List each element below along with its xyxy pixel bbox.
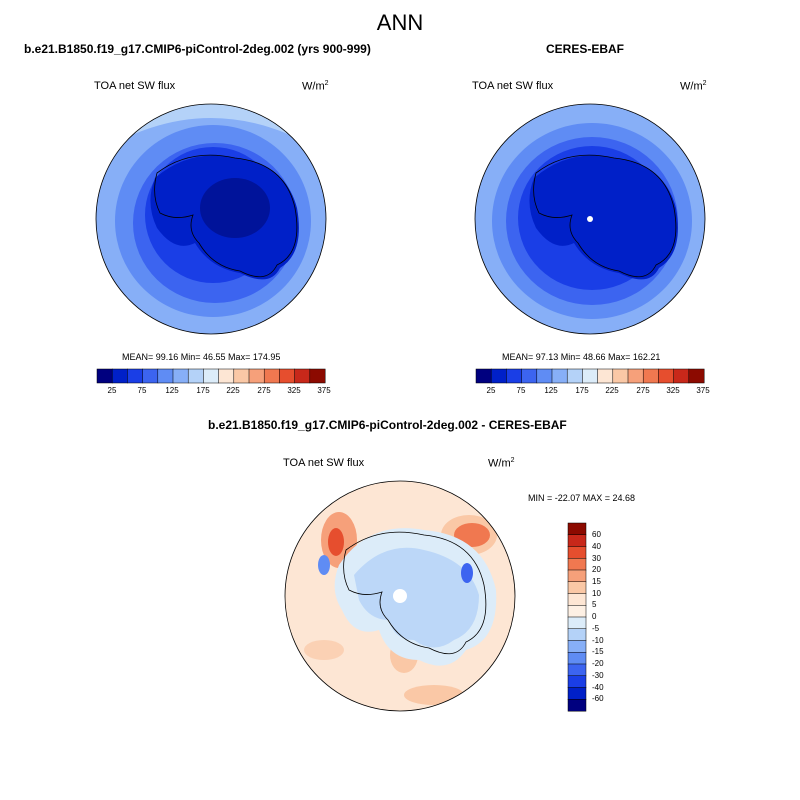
panel1-variable-label: TOA net SW flux bbox=[94, 80, 176, 92]
cb2-tick: 125 bbox=[544, 386, 558, 395]
colorbar-swatch bbox=[567, 675, 587, 688]
cb2-tick: 25 bbox=[486, 386, 496, 395]
colorbar-swatch bbox=[567, 628, 587, 641]
cb1-tick: 325 bbox=[287, 386, 301, 395]
cb3-tick: 60 bbox=[592, 530, 601, 539]
colorbar-swatch bbox=[658, 368, 675, 384]
panel2-title: CERES-EBAF bbox=[546, 42, 625, 56]
colorbar-swatch bbox=[218, 368, 235, 384]
panel3-stats: MIN = -22.07 MAX = 24.68 bbox=[528, 493, 636, 503]
colorbar-swatch bbox=[567, 522, 587, 536]
colorbar-swatch bbox=[567, 569, 587, 583]
colorbar-swatch bbox=[521, 368, 538, 384]
panel2-colorbar bbox=[475, 368, 705, 384]
colorbar-swatch bbox=[567, 652, 587, 665]
colorbar-swatch bbox=[187, 368, 204, 384]
colorbar-swatch bbox=[127, 368, 144, 384]
colorbar-swatch bbox=[248, 368, 265, 384]
panel3-title: b.e21.B1850.f19_g17.CMIP6-piControl-2deg… bbox=[208, 418, 567, 432]
cb3-tick: 40 bbox=[592, 542, 601, 551]
colorbar-swatch bbox=[567, 593, 587, 606]
cb3-tick: -5 bbox=[592, 624, 600, 633]
cb2-tick: 75 bbox=[516, 386, 526, 395]
panel3-units: W/m2 bbox=[488, 457, 515, 470]
colorbar-swatch bbox=[673, 368, 690, 384]
colorbar-swatch bbox=[597, 368, 614, 384]
colorbar-swatch bbox=[172, 368, 189, 384]
cb3-tick: -60 bbox=[592, 694, 604, 703]
colorbar-swatch bbox=[642, 368, 659, 384]
colorbar-swatch bbox=[567, 605, 587, 618]
panel2-colorbar-ticks: 25 75 125 175 225 275 325 375 bbox=[476, 386, 710, 398]
colorbar-swatch bbox=[582, 368, 599, 384]
colorbar-swatch bbox=[157, 368, 174, 384]
colorbar-swatch bbox=[567, 663, 587, 677]
cb3-tick: 15 bbox=[592, 577, 601, 586]
cb3-tick: -40 bbox=[592, 683, 604, 692]
colorbar-swatch bbox=[612, 368, 629, 384]
colorbar-swatch bbox=[536, 368, 553, 384]
panel1-polar-map bbox=[95, 103, 327, 335]
panel3-colorbar bbox=[567, 522, 587, 712]
panel1-colorbar-ticks: 25 75 125 175 225 275 325 375 bbox=[97, 386, 331, 398]
cb2-tick: 225 bbox=[605, 386, 619, 395]
cb3-tick: 20 bbox=[592, 565, 601, 574]
cb2-tick: 375 bbox=[696, 386, 710, 395]
colorbar-swatch bbox=[233, 368, 250, 384]
panel2-variable-label: TOA net SW flux bbox=[472, 80, 554, 92]
cb1-tick: 25 bbox=[107, 386, 117, 395]
colorbar-swatch bbox=[567, 546, 587, 559]
cb3-tick: -20 bbox=[592, 659, 604, 668]
cb3-tick: -10 bbox=[592, 636, 604, 645]
colorbar-swatch bbox=[688, 368, 705, 384]
cb1-tick: 225 bbox=[226, 386, 240, 395]
colorbar-swatch bbox=[490, 368, 507, 384]
panel3-variable-label: TOA net SW flux bbox=[283, 457, 365, 469]
figure-title: ANN bbox=[376, 10, 424, 35]
cb1-tick: 175 bbox=[196, 386, 210, 395]
cb1-tick: 275 bbox=[257, 386, 271, 395]
colorbar-swatch bbox=[309, 368, 326, 384]
panel3-polar-map bbox=[284, 480, 516, 712]
cb2-tick: 325 bbox=[666, 386, 680, 395]
colorbar-swatch bbox=[567, 687, 587, 700]
colorbar-swatch bbox=[567, 640, 587, 653]
cb2-tick: 175 bbox=[575, 386, 589, 395]
colorbar-swatch bbox=[475, 368, 492, 384]
cb1-tick: 125 bbox=[165, 386, 179, 395]
colorbar-swatch bbox=[567, 581, 587, 594]
cb1-tick: 375 bbox=[317, 386, 331, 395]
colorbar-swatch bbox=[567, 558, 587, 571]
panel2-polar-map bbox=[474, 103, 706, 335]
colorbar-swatch bbox=[263, 368, 280, 384]
colorbar-swatch bbox=[142, 368, 159, 384]
panel1-title: b.e21.B1850.f19_g17.CMIP6-piControl-2deg… bbox=[24, 42, 371, 56]
colorbar-swatch bbox=[96, 368, 113, 384]
colorbar-swatch bbox=[203, 368, 220, 384]
colorbar-swatch bbox=[111, 368, 128, 384]
colorbar-swatch bbox=[567, 699, 587, 712]
colorbar-swatch bbox=[566, 368, 583, 384]
cb1-tick: 75 bbox=[137, 386, 147, 395]
panel1-units: W/m2 bbox=[302, 80, 329, 93]
panel1-colorbar bbox=[96, 368, 326, 384]
cb3-tick: 0 bbox=[592, 612, 597, 621]
panel3-colorbar-ticks: 60 40 30 20 15 10 5 0 -5 -10 -15 -20 -30… bbox=[592, 523, 622, 711]
colorbar-swatch bbox=[567, 534, 587, 547]
panel1-stats: MEAN= 99.16 Min= 46.55 Max= 174.95 bbox=[122, 352, 281, 362]
colorbar-swatch bbox=[506, 368, 523, 384]
cb3-tick: 30 bbox=[592, 554, 601, 563]
cb3-tick: -30 bbox=[592, 671, 604, 680]
colorbar-swatch bbox=[294, 368, 311, 384]
cb3-tick: 10 bbox=[592, 589, 601, 598]
colorbar-swatch bbox=[567, 616, 587, 630]
cb2-tick: 275 bbox=[636, 386, 650, 395]
cb3-tick: 5 bbox=[592, 600, 597, 609]
panel2-units: W/m2 bbox=[680, 80, 707, 93]
colorbar-swatch bbox=[279, 368, 296, 384]
panel2-stats: MEAN= 97.13 Min= 48.66 Max= 162.21 bbox=[502, 352, 661, 362]
cb3-tick: -15 bbox=[592, 647, 604, 656]
colorbar-swatch bbox=[627, 368, 644, 384]
colorbar-swatch bbox=[551, 368, 568, 384]
